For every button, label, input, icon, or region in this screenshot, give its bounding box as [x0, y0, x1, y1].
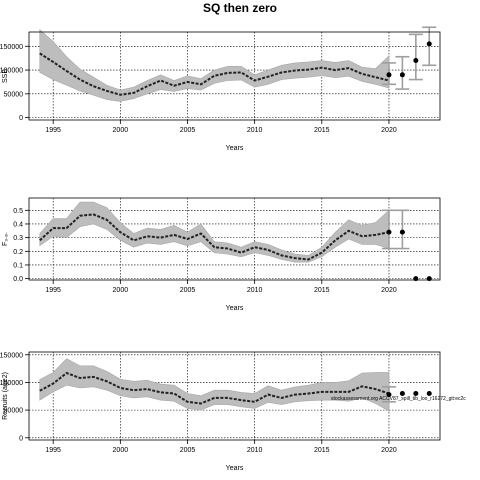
projection-point — [399, 391, 405, 397]
plot-frame — [28, 31, 441, 121]
x-axis-label: Years — [226, 465, 244, 472]
y-tick-label: 0.4 — [13, 221, 23, 228]
estimate-line — [39, 213, 390, 261]
projection-point — [386, 72, 392, 78]
y-tick-label: 0.3 — [13, 235, 23, 242]
confidence-band — [39, 358, 390, 412]
confidence-band — [39, 201, 390, 263]
y-tick-label: 100000 — [0, 380, 23, 387]
x-tick-label: 1995 — [45, 287, 61, 294]
panel-1: 1995 2000 2005 2010 2015 2020 0 50000 100000 1500… — [0, 26, 441, 152]
y-tick-label: 0.1 — [13, 262, 23, 269]
x-tick-label: 2020 — [381, 447, 397, 454]
x-tick-label: 2015 — [314, 447, 330, 454]
x-tick-label: 2010 — [247, 447, 263, 454]
y-tick-label: 0 — [19, 115, 23, 122]
projection-point — [413, 58, 419, 64]
projection-point — [386, 229, 392, 235]
x-tick-label: 2010 — [247, 127, 263, 134]
x-axis-label: Years — [226, 305, 244, 312]
y-tick-label: 0.2 — [13, 249, 23, 256]
y-axis-label: SSB — [2, 69, 9, 83]
projection-point — [413, 391, 419, 397]
x-tick-label: 2020 — [381, 287, 397, 294]
y-axis-label: F₃.₈. — [2, 232, 9, 246]
y-axis-label: Recruits (age2) — [2, 372, 9, 420]
y-tick-label: 0.5 — [13, 208, 23, 215]
projection-point — [399, 229, 405, 235]
y-tick-label: 50000 — [4, 91, 24, 98]
estimate-line — [39, 52, 390, 96]
x-tick-label: 2010 — [247, 287, 263, 294]
y-tick-label: 150000 — [0, 352, 23, 359]
y-tick-label: 0 — [19, 435, 23, 442]
x-tick-label: 2020 — [381, 127, 397, 134]
estimate-line — [39, 371, 390, 405]
projection-point — [399, 72, 405, 78]
y-tick-label: 150000 — [0, 44, 23, 51]
projection-point — [426, 41, 432, 47]
x-tick-label: 2005 — [180, 447, 196, 454]
y-tick-label: 100000 — [0, 68, 23, 75]
y-tick-label: 50000 — [4, 408, 24, 415]
projection-point — [386, 392, 392, 398]
confidence-band — [39, 28, 390, 102]
x-tick-label: 2015 — [314, 287, 330, 294]
x-tick-label: 2000 — [113, 287, 129, 294]
panel-2: 1995 2000 2005 2010 2015 2020 0.0 0.1 0.2 0.3 0.4 0… — [2, 197, 441, 312]
annotation-text: stockassessment.org ACCV87_spill_tib_loo… — [331, 396, 466, 402]
x-tick-label: 2005 — [180, 287, 196, 294]
plot-frame — [28, 351, 441, 441]
x-tick-label: 2000 — [113, 447, 129, 454]
x-axis-label: Years — [226, 145, 244, 152]
projection-point — [426, 391, 432, 397]
y-tick-label: 0.0 — [13, 276, 23, 283]
chart-title: SQ then zero — [203, 1, 277, 15]
x-tick-label: 2000 — [113, 127, 129, 134]
panel-3: 1995 2000 2005 2010 2015 2020 0 50000 100000 1500… — [0, 351, 466, 472]
x-tick-label: 2015 — [314, 127, 330, 134]
x-tick-label: 2005 — [180, 127, 196, 134]
plot-frame — [28, 197, 441, 281]
x-tick-label: 1995 — [45, 127, 61, 134]
x-tick-label: 1995 — [45, 447, 61, 454]
